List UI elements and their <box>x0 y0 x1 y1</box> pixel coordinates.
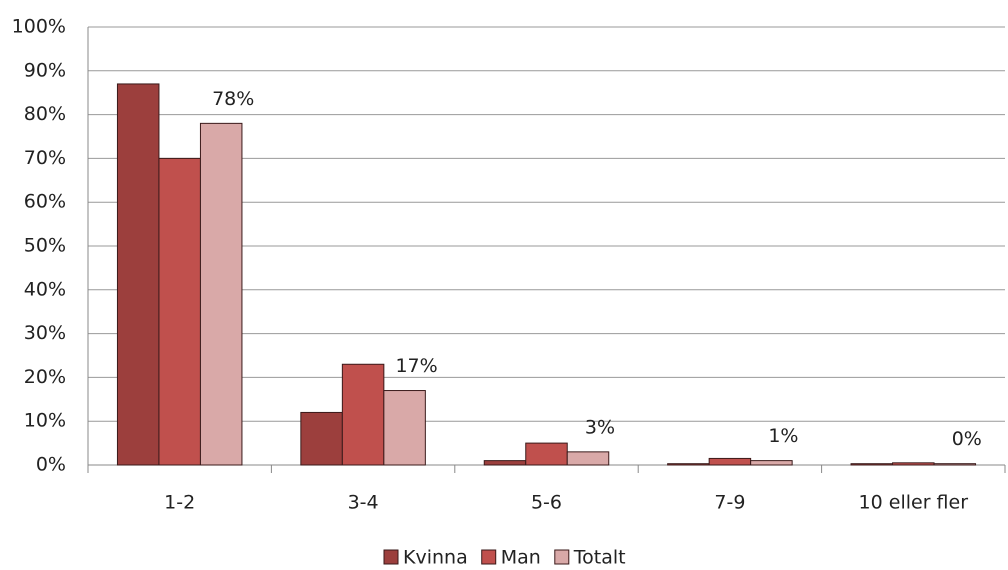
bar <box>300 411 343 466</box>
y-tick-label: 90% <box>24 59 66 81</box>
y-tick-label: 60% <box>24 191 66 213</box>
y-tick-label: 100% <box>12 16 66 38</box>
y-tick-label: 70% <box>24 147 66 169</box>
legend-label: Totalt <box>573 547 626 569</box>
data-label: 17% <box>395 355 437 377</box>
x-tick-label: 5-6 <box>531 492 562 514</box>
data-label: 3% <box>585 416 615 438</box>
y-tick-label: 0% <box>36 454 66 476</box>
y-tick-label: 20% <box>24 366 66 388</box>
bar <box>708 457 752 466</box>
legend-swatch <box>383 549 399 565</box>
x-tick-label: 3-4 <box>348 492 379 514</box>
bar <box>933 463 977 466</box>
x-tick-label: 1-2 <box>164 492 195 514</box>
bar <box>341 363 385 466</box>
legend-label: Kvinna <box>403 547 468 569</box>
bar <box>525 442 568 466</box>
data-label: 78% <box>212 88 254 110</box>
data-label: 1% <box>768 425 798 447</box>
y-tick-label: 40% <box>24 278 66 300</box>
y-tick-label: 50% <box>24 235 66 257</box>
legend-swatch <box>481 549 497 565</box>
legend-label: Man <box>501 547 541 569</box>
y-tick-label: 80% <box>24 103 66 125</box>
bar <box>892 462 935 466</box>
bar <box>383 390 426 466</box>
bar <box>850 463 894 466</box>
bar <box>667 463 710 466</box>
bar <box>566 451 610 466</box>
y-tick-label: 30% <box>24 322 66 344</box>
bar <box>199 122 243 466</box>
x-tick-label: 10 eller fler <box>859 492 969 514</box>
bar <box>158 157 201 466</box>
bar <box>116 83 160 466</box>
x-tick-label: 7-9 <box>714 492 745 514</box>
y-tick-label: 10% <box>24 410 66 432</box>
bar <box>483 460 527 466</box>
legend-swatch <box>554 549 570 565</box>
data-label: 0% <box>952 428 982 450</box>
bar <box>750 460 793 466</box>
